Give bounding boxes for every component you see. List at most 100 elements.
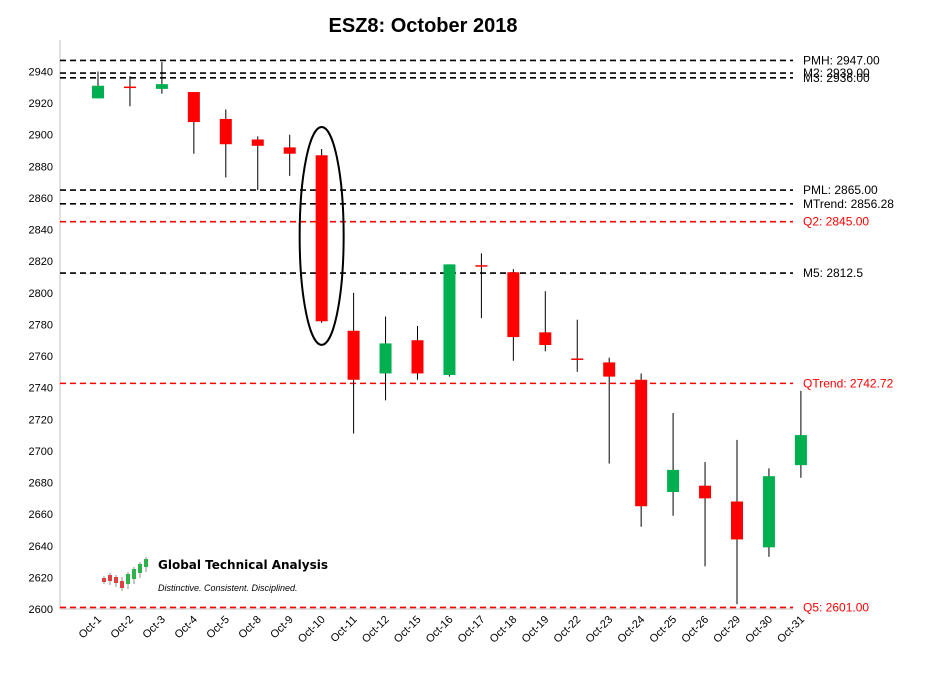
x-tick-label: Oct-10 [296,614,328,646]
candle-body [699,485,712,499]
candle [699,461,712,567]
candle-body [731,501,743,540]
level-label: PMH: 2947.00 [803,53,880,67]
candle-body [283,147,296,154]
candle-body [539,332,552,345]
candle [794,390,807,478]
y-tick-label: 2740 [29,383,53,395]
candle [283,134,296,176]
candle [475,253,488,319]
y-tick-label: 2820 [29,256,53,268]
brand-mini-body [120,581,124,588]
candle [539,291,552,352]
y-tick-label: 2840 [29,225,53,237]
candle-body [443,264,456,376]
x-tick-label: Oct-9 [268,614,296,642]
annotations [298,125,345,346]
y-tick-label: 2860 [29,193,53,205]
x-tick-label: Oct-29 [711,614,743,646]
x-tick-label: Oct-18 [488,614,520,646]
candle-body [635,379,648,507]
candle-body [379,343,392,374]
candle [219,109,232,178]
candle-body [762,476,775,548]
candle [762,468,775,557]
x-tick-label: Oct-31 [775,614,807,646]
x-tick-label: Oct-17 [456,614,488,646]
candle-body [667,469,680,493]
x-tick-label: Oct-5 [204,614,232,642]
candle [507,269,520,361]
x-tick-label: Oct-1 [77,614,105,642]
brand-mini-body [126,574,130,584]
brand-mini-candles-icon [102,557,148,591]
candle [603,357,616,464]
candle [411,326,424,380]
candle [667,412,680,516]
candle-body [315,155,328,322]
x-tick-label: Oct-12 [360,614,392,646]
level-label: M2: 2939.00 [803,66,870,80]
x-tick-label: Oct-23 [583,614,615,646]
candle [92,71,104,99]
candle-body [411,340,424,374]
candle [347,292,360,434]
y-tick-label: 2720 [29,414,53,426]
x-tick-label: Oct-25 [647,614,679,646]
brand-mini-body [114,577,118,583]
x-tick-label: Oct-30 [743,614,775,646]
candle-body [187,92,200,123]
brand-logo: Global Technical Analysis Distinctive. C… [102,557,328,593]
y-tick-label: 2600 [29,604,53,616]
x-tick-label: Oct-16 [424,614,456,646]
candle [155,62,168,94]
candle-body [347,330,360,380]
candle [443,264,456,377]
x-tick-label: Oct-22 [552,614,584,646]
y-tick-label: 2760 [29,351,53,363]
brand-name: Global Technical Analysis [158,558,328,572]
candle-body [251,139,264,146]
level-label: PML: 2865.00 [803,183,878,197]
x-tick-label: Oct-26 [679,614,711,646]
candle [731,439,743,605]
x-tick-label: Oct-15 [392,614,424,646]
x-tick-label: Oct-4 [172,614,200,642]
y-tick-label: 2940 [29,67,53,79]
x-tick-label: Oct-19 [520,614,552,646]
level-label: Q2: 2845.00 [803,215,869,229]
candle [187,92,200,154]
level-label: Q5: 2601.00 [803,600,869,614]
y-tick-label: 2620 [29,572,53,584]
y-tick-label: 2660 [29,509,53,521]
y-tick-label: 2800 [29,288,53,300]
x-tick-label: Oct-8 [236,614,264,642]
chart-title: ESZ8: October 2018 [329,15,518,37]
x-tick-label: Oct-24 [615,614,647,646]
candle-body [92,85,104,99]
candle [571,319,584,372]
brand-mini-body [108,575,112,581]
candle-body [155,84,168,89]
level-label: M3: 2936.00 [803,71,870,85]
level-label: M5: 2812.5 [803,266,863,280]
x-tick-label: Oct-11 [328,614,359,645]
candle [379,316,392,401]
x-axis-ticks: Oct-1 Oct-2 Oct-3 Oct-4 Oct-5 Oct-8 Oct-9 Oct-1… [77,614,807,646]
candles [92,62,807,605]
y-tick-label: 2640 [29,541,53,553]
brand-tagline: Distinctive. Consistent. Disciplined. [158,583,298,593]
x-tick-label: Oct-3 [141,614,169,642]
y-tick-label: 2880 [29,161,53,173]
y-tick-label: 2920 [29,98,53,110]
level-label: MTrend: 2856.28 [803,197,894,211]
brand-mini-body [138,564,142,573]
y-tick-label: 2680 [29,478,53,490]
candle-body [219,118,232,145]
y-tick-label: 2700 [29,446,53,458]
candle-body [603,362,616,377]
candle-body [507,272,520,338]
